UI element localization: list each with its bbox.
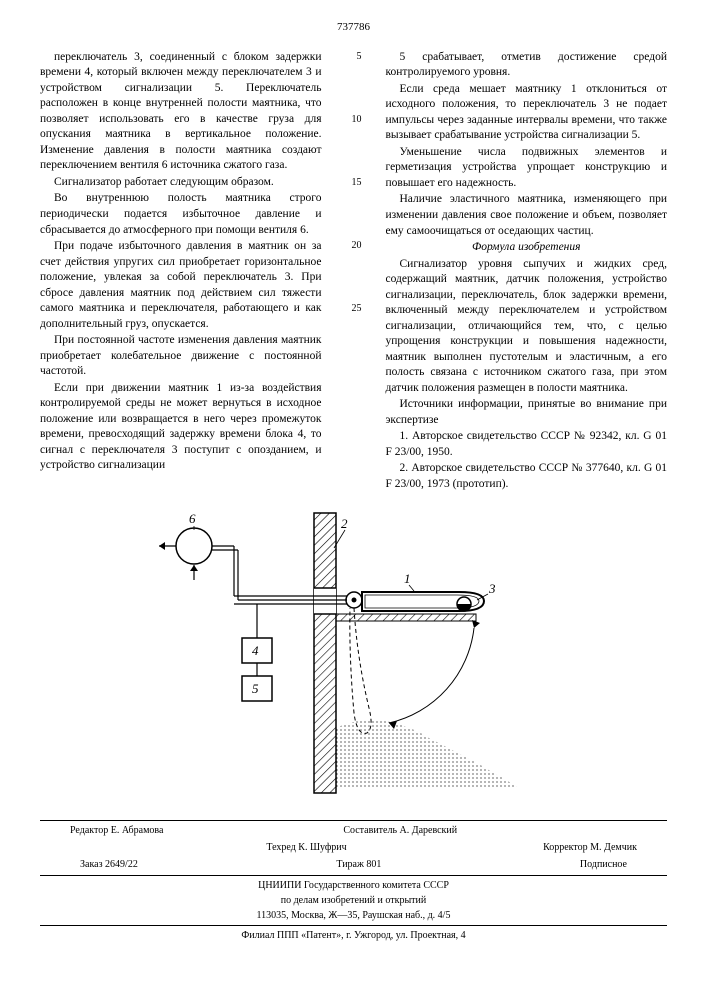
footer: Редактор Е. Абрамова Составитель А. Даре… xyxy=(40,820,667,942)
right-column: 5 срабатывает, отметив достижение средой… xyxy=(386,50,668,493)
order: Заказ 2649/22 xyxy=(80,858,138,871)
diagram-svg: 1 2 3 4 5 6 xyxy=(139,508,569,808)
techred: Техред К. Шуфрич xyxy=(266,841,346,854)
para: При подаче избыточного давления в маятни… xyxy=(40,239,322,332)
para: Сигнализатор уровня сыпучих и жидких сре… xyxy=(386,257,668,397)
fig-label: 2 xyxy=(341,516,348,531)
para: Уменьшение числа подвижных элементов и г… xyxy=(386,145,668,192)
footer-editors2: Техред К. Шуфрич Корректор М. Демчик xyxy=(40,841,667,854)
figure: 1 2 3 4 5 6 xyxy=(40,508,667,808)
fig-label: 1 xyxy=(404,571,411,586)
formula-title: Формула изобретения xyxy=(386,240,668,256)
compiler: Составитель А. Даревский xyxy=(343,824,457,837)
para: Если при движении маятник 1 из-за воздей… xyxy=(40,381,322,474)
gas-source xyxy=(176,528,212,564)
line-marker: 25 xyxy=(346,302,362,365)
page-number: 737786 xyxy=(40,20,667,35)
left-column: переключатель 3, соединенный с блоком за… xyxy=(40,50,322,493)
fig-label: 6 xyxy=(189,511,196,526)
para: Наличие эластичного маятника, изменяющег… xyxy=(386,192,668,239)
fig-label: 4 xyxy=(252,643,259,658)
line-marker: 15 xyxy=(346,176,362,239)
support xyxy=(336,614,476,621)
hinge-pin xyxy=(351,598,356,603)
para: 5 срабатывает, отметив достижение средой… xyxy=(386,50,668,81)
addr2: Филиал ППП «Патент», г. Ужгород, ул. Про… xyxy=(40,929,667,942)
tirage: Тираж 801 xyxy=(336,858,381,871)
line-marker: 20 xyxy=(346,239,362,302)
para: Если среда мешает маятнику 1 отклониться… xyxy=(386,82,668,144)
text-columns: переключатель 3, соединенный с блоком за… xyxy=(40,50,667,493)
pendulum-vertical xyxy=(349,608,370,733)
footer-editors: Редактор Е. Абрамова Составитель А. Даре… xyxy=(40,824,667,837)
wall xyxy=(314,513,336,793)
line-marker: 10 xyxy=(346,113,362,176)
line-numbers: 5 10 15 20 25 xyxy=(346,50,362,493)
corrector: Корректор М. Демчик xyxy=(543,841,637,854)
org2: по делам изобретений и открытий xyxy=(40,894,667,907)
addr1: 113035, Москва, Ж—35, Раушская наб., д. … xyxy=(40,909,667,922)
footer-sub: Заказ 2649/22 Тираж 801 Подписное xyxy=(40,858,667,871)
editor: Редактор Е. Абрамова xyxy=(70,824,163,837)
subscribe: Подписное xyxy=(580,858,627,871)
motion-arc xyxy=(389,628,474,723)
para: При постоянной частоте изменения давлени… xyxy=(40,333,322,380)
para: Во внутреннюю полость маятника строго пе… xyxy=(40,191,322,238)
para: 1. Авторское свидетельство СССР № 92342,… xyxy=(386,429,668,460)
org1: ЦНИИПИ Государственного комитета СССР xyxy=(40,879,667,892)
line-marker: 5 xyxy=(346,50,362,113)
para: Сигнализатор работает следующим образом. xyxy=(40,175,322,191)
wall-opening xyxy=(314,588,336,614)
para: Источники информации, принятые во вниман… xyxy=(386,397,668,428)
material-pile xyxy=(336,720,519,788)
fig-label: 3 xyxy=(488,581,496,596)
para: 2. Авторское свидетельство СССР № 377640… xyxy=(386,461,668,492)
para: переключатель 3, соединенный с блоком за… xyxy=(40,50,322,174)
fig-label: 5 xyxy=(252,681,259,696)
